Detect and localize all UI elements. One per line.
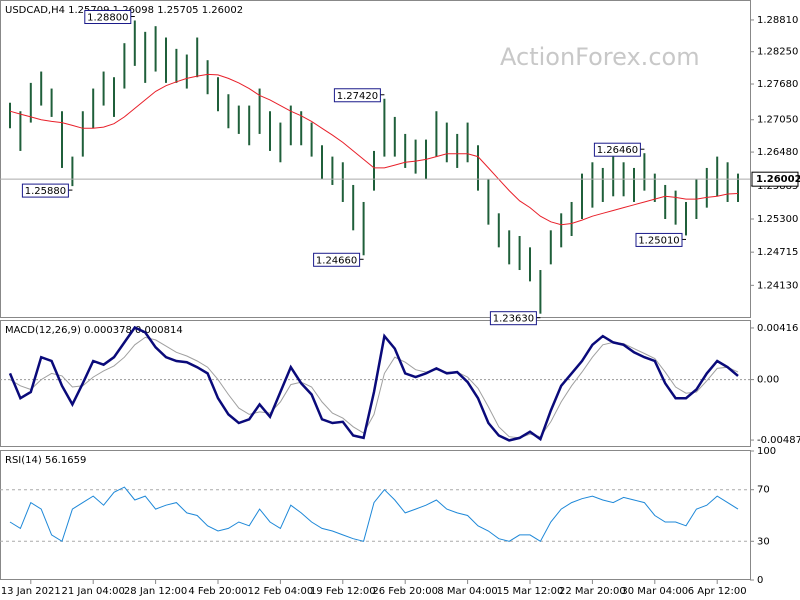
annotation-label: 1.25880: [25, 186, 66, 197]
annotation-label: 1.24660: [316, 255, 357, 266]
y-tick-label: -0.004871: [757, 435, 800, 446]
rsi-line: [9, 486, 739, 543]
x-tick-label: 26 Feb 20:00: [372, 586, 438, 597]
annotation-box: [489, 311, 537, 326]
macd-line: [8, 325, 739, 442]
x-tick-label: 4 Feb 20:00: [188, 586, 247, 597]
y-tick-label: 1.28810: [757, 15, 798, 26]
x-tick-label: 12 Feb 04:00: [248, 586, 314, 597]
y-tick-label: 1.26480: [757, 147, 798, 158]
current-price-box: [751, 171, 799, 187]
annotation-label: 1.26460: [597, 145, 638, 156]
annotation-box: [635, 232, 683, 247]
panel-title: MACD(12,26,9) 0.000378 0.000814: [5, 325, 183, 336]
x-tick-label: 15 Mar 12:00: [497, 586, 564, 597]
y-tick-label: 100: [757, 446, 776, 457]
x-tick-label: 8 Mar 04:00: [437, 586, 497, 597]
y-tick-label: 1.27680: [757, 79, 798, 90]
annotation-box: [21, 183, 69, 198]
y-tick-label: 0.00: [757, 375, 779, 386]
y-tick-label: 0: [757, 575, 763, 586]
x-tick-label: 6 Apr 12:00: [688, 586, 747, 597]
annotation-box: [593, 142, 641, 157]
y-tick-label: 70: [757, 485, 770, 496]
macd-panel: [0, 320, 751, 447]
y-tick-label: 30: [757, 536, 770, 547]
current-price-label: 1.26002: [756, 174, 800, 185]
y-tick-label: 1.25300: [757, 214, 798, 225]
y-tick-label: 0.00416: [757, 323, 798, 334]
y-tick-label: 1.27050: [757, 115, 798, 126]
x-tick-label: 19 Feb 12:00: [310, 586, 376, 597]
annotation-label: 1.28800: [87, 13, 128, 24]
watermark: ActionForex.com: [500, 43, 700, 71]
annotation-box: [333, 88, 381, 103]
x-tick-label: 13 Jan 2021: [1, 586, 61, 597]
x-tick-label: 22 Mar 20:00: [559, 586, 626, 597]
moving-average: [9, 73, 739, 226]
annotation-label: 1.27420: [337, 91, 378, 102]
y-tick-label: 1.24715: [757, 247, 798, 258]
x-tick-label: 28 Jan 12:00: [124, 586, 187, 597]
annotation-box: [313, 252, 361, 267]
x-tick-label: 21 Jan 04:00: [62, 586, 125, 597]
y-tick-label: 1.28250: [757, 47, 798, 58]
annotation-label: 1.25010: [638, 235, 679, 246]
annotation-label: 1.23630: [493, 314, 534, 325]
x-tick-label: 30 Mar 04:00: [621, 586, 688, 597]
panel-title: RSI(14) 56.1659: [5, 455, 86, 466]
y-tick-label: 1.24130: [757, 280, 798, 291]
rsi-panel: [0, 450, 751, 580]
price-panel: [0, 0, 751, 318]
annotation-box: [84, 10, 132, 25]
